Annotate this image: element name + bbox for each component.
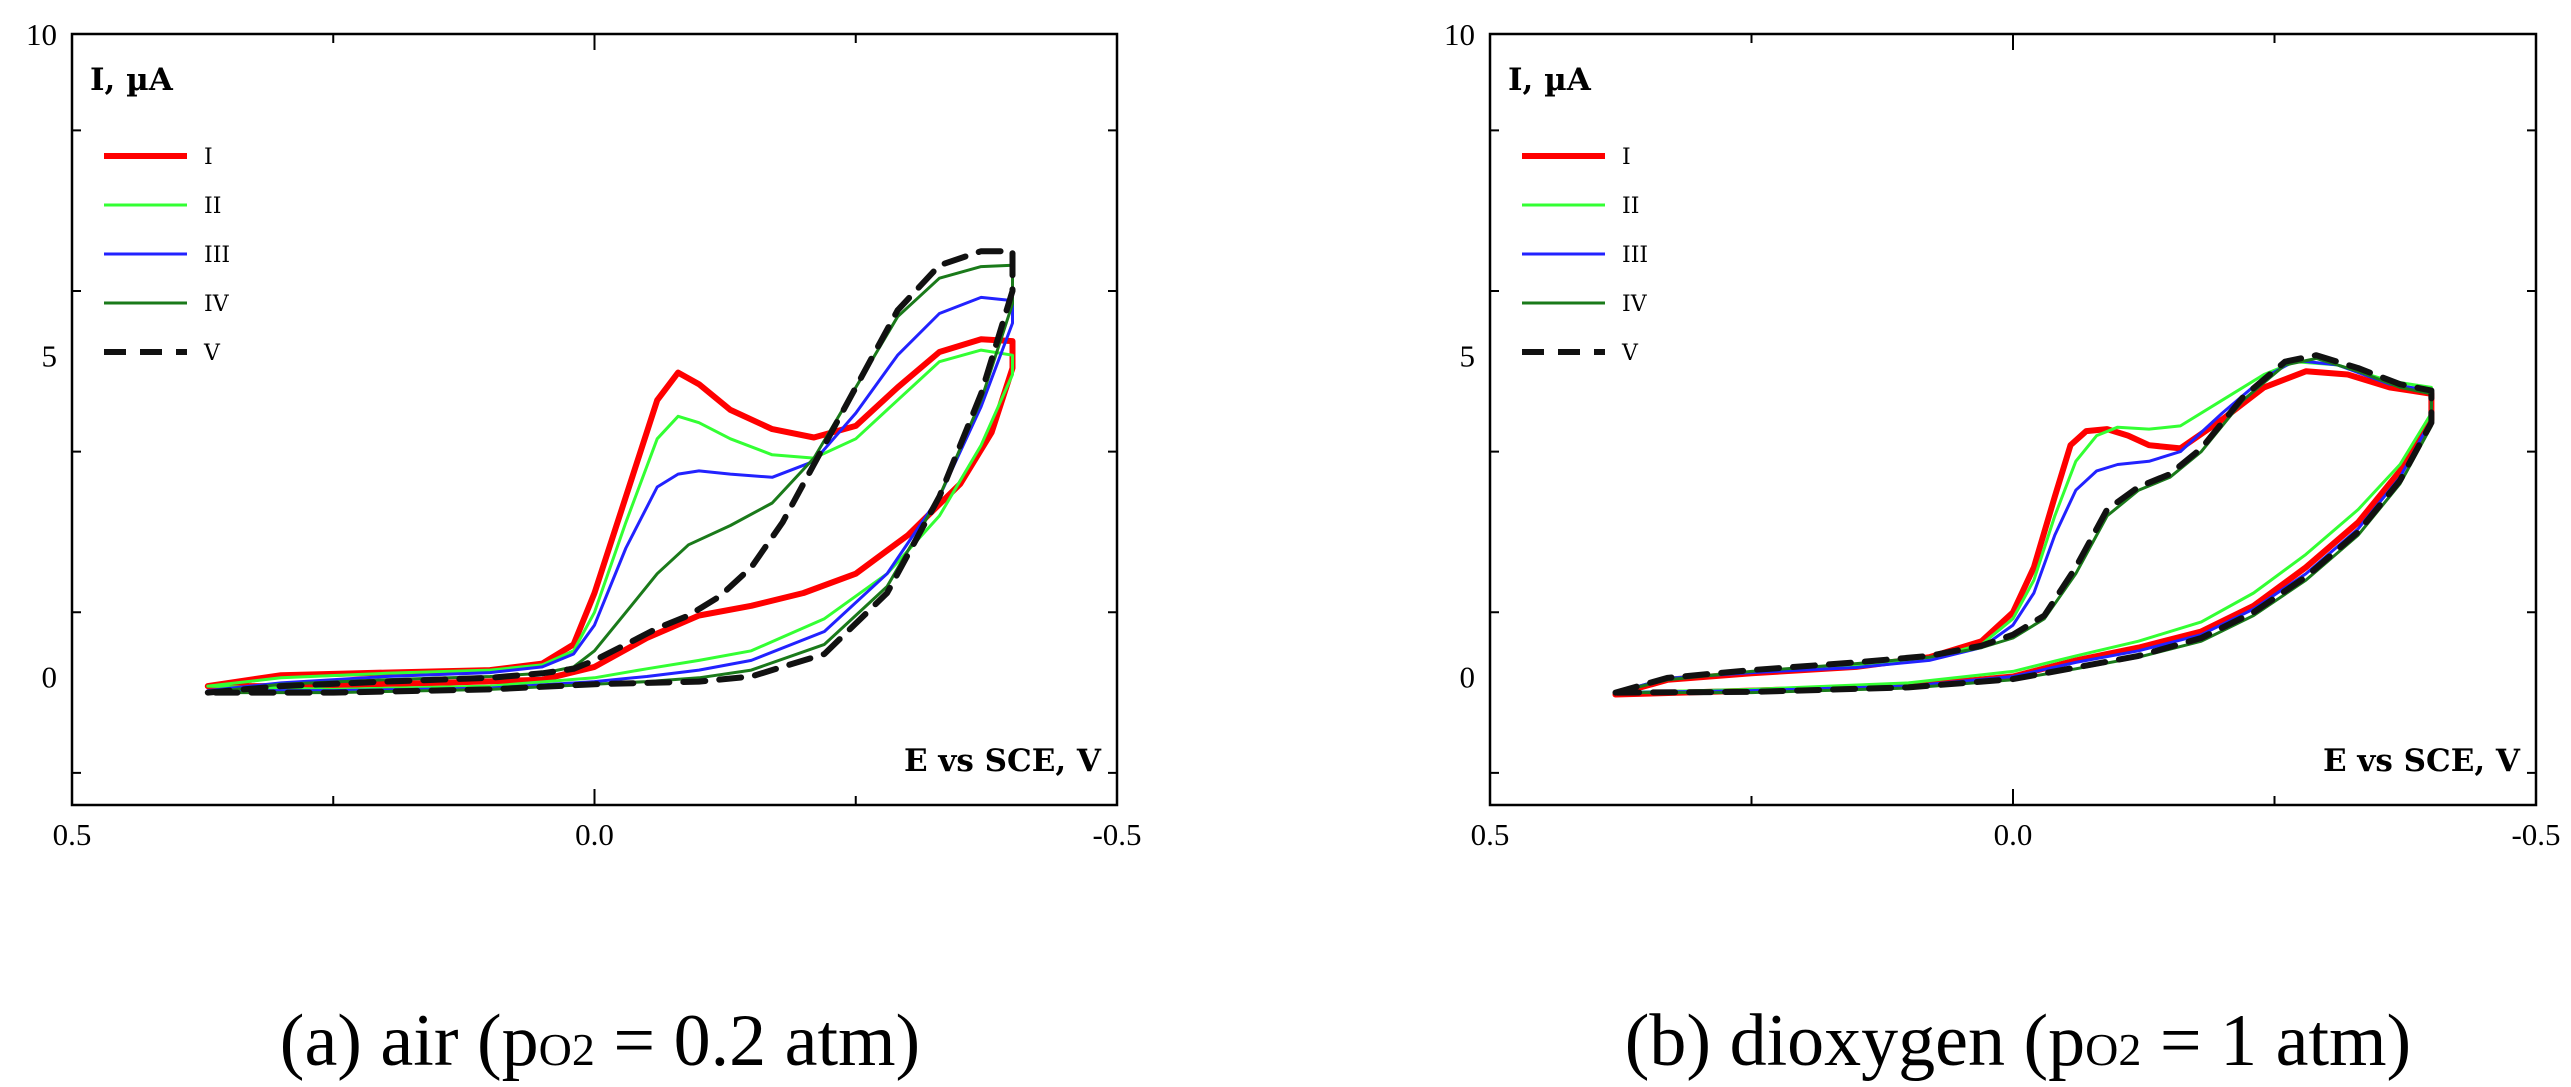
series-line-I: [1612, 368, 2435, 698]
legend-label-III: III: [204, 243, 230, 268]
series-line-IV: [1614, 357, 2433, 695]
series-line-I: [204, 336, 1016, 690]
y-tick-label: 5: [1460, 338, 1476, 373]
x-axis-label: E vs SCE, V: [904, 743, 1102, 779]
legend-label-V: V: [203, 341, 221, 366]
legend-label-II: II: [1622, 194, 1639, 219]
series-line-II: [1614, 360, 2433, 695]
series-line-II: [206, 348, 1014, 691]
y-tick-label: 0: [1460, 660, 1476, 695]
series-line-V: [1612, 352, 2435, 696]
x-tick-label: -0.5: [1092, 817, 1141, 852]
panel-caption: (b) dioxygen (pO2 = 1 atm): [1625, 1000, 2411, 1082]
legend-label-IV: IV: [1622, 292, 1648, 317]
y-axis-label: I, µA: [1508, 62, 1592, 98]
y-tick-label: 0: [42, 660, 58, 695]
y-axis-label: I, µA: [90, 62, 174, 98]
x-tick-label: -0.5: [2511, 817, 2560, 852]
caption-prefix: (b) dioxygen (p: [1625, 1000, 2085, 1082]
series-line-III: [206, 295, 1014, 693]
caption-suffix: = 1 atm): [2141, 1000, 2411, 1082]
caption-subscript: O2: [2085, 1024, 2141, 1075]
panel-caption: (a) air (pO2 = 0.2 atm): [280, 1000, 920, 1082]
y-tick-label: 10: [26, 17, 57, 52]
series-line-IV: [206, 263, 1014, 695]
caption-subscript: O2: [539, 1024, 595, 1075]
legend-label-II: II: [204, 194, 221, 219]
plot-frame: [1488, 32, 2538, 807]
x-tick-label: 0.5: [1471, 817, 1510, 852]
legend-label-IV: IV: [204, 292, 230, 317]
x-tick-label: 0.0: [1994, 817, 2033, 852]
x-tick-label: 0.5: [53, 817, 92, 852]
series-line-V: [204, 248, 1016, 696]
series-line-III: [1614, 358, 2433, 695]
y-tick-label: 5: [42, 338, 58, 373]
legend-label-I: I: [204, 145, 213, 170]
caption-suffix: = 0.2 atm): [595, 1000, 920, 1082]
x-tick-label: 0.0: [575, 817, 614, 852]
x-axis-label: E vs SCE, V: [2323, 743, 2521, 779]
series-group: [204, 248, 1016, 696]
legend-label-V: V: [1621, 341, 1639, 366]
series-group: [1612, 352, 2435, 698]
legend-label-I: I: [1622, 145, 1631, 170]
legend-label-III: III: [1622, 243, 1648, 268]
caption-prefix: (a) air (p: [280, 1000, 539, 1082]
y-tick-label: 10: [1444, 17, 1475, 52]
